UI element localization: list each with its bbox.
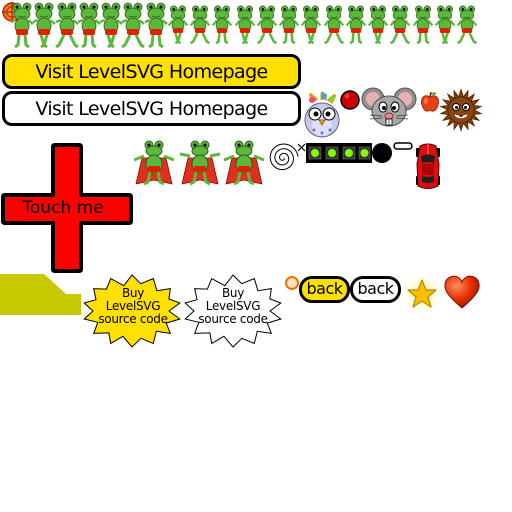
superhero-frog[interactable]	[222, 140, 266, 188]
frog-sprite-frame	[54, 2, 79, 49]
gold-star-icon[interactable]	[401, 273, 443, 315]
frog-sprite-frame	[301, 5, 322, 45]
back-button-white[interactable]: back	[350, 276, 401, 303]
close-x-icon[interactable]	[297, 143, 306, 152]
buy-source-yellow-label: Buy LevelSVG source code	[94, 287, 172, 326]
frog-sprite-frame	[212, 5, 233, 45]
buy-line-2: LevelSVG	[205, 299, 261, 313]
frog-sprite-frame	[278, 5, 300, 45]
frog-sprite-frame	[390, 5, 411, 45]
superhero-frog-group	[130, 140, 270, 190]
frog-sprite-frame	[412, 5, 433, 45]
spiral-icon[interactable]	[267, 142, 299, 174]
frog-sprite-frame	[367, 5, 389, 45]
visit-homepage-button-yellow[interactable]: Visit LevelSVG Homepage	[2, 54, 301, 89]
red-heart-icon[interactable]	[443, 274, 481, 310]
conveyor-belt[interactable]	[306, 142, 372, 164]
frog-sprite-frame	[167, 5, 188, 45]
frog-sprite-frame	[144, 2, 168, 49]
owl-monster[interactable]	[302, 91, 342, 140]
superhero-frog[interactable]	[178, 140, 222, 188]
visit-homepage-button-white[interactable]: Visit LevelSVG Homepage	[2, 91, 301, 126]
dash-icon[interactable]	[393, 142, 413, 150]
orange-ring-icon[interactable]	[284, 275, 300, 291]
frog-sprite-frame	[234, 5, 255, 45]
red-ball-icon[interactable]	[340, 90, 360, 110]
buy-line-2: LevelSVG	[105, 299, 161, 313]
buy-line-1: Buy	[121, 286, 145, 300]
frog-sprite-frame	[121, 2, 146, 49]
superhero-frog[interactable]	[132, 140, 176, 188]
buy-line-1: Buy	[221, 286, 245, 300]
mouse-monster[interactable]	[361, 87, 417, 131]
buy-line-3: source code	[98, 312, 168, 326]
buy-line-3: source code	[198, 312, 268, 326]
frog-sprite-frame	[10, 2, 34, 49]
frog-sprite-frame	[189, 5, 211, 45]
black-ball-icon[interactable]	[371, 142, 393, 164]
buy-source-yellow-burst[interactable]	[82, 274, 182, 348]
back-button-yellow[interactable]: back	[299, 276, 350, 303]
frog-sprite-frame	[345, 5, 366, 45]
olive-ramp[interactable]	[0, 274, 82, 316]
frog-sprite-frame	[99, 2, 123, 49]
frog-sprite-row	[0, 0, 512, 52]
red-car[interactable]	[414, 142, 442, 192]
frog-sprite-frame	[77, 2, 101, 49]
frog-sprite-frame	[32, 2, 57, 49]
frog-sprite-frame	[434, 5, 455, 45]
touch-me-label: Touch me	[22, 198, 104, 218]
frog-sprite-frame	[323, 5, 344, 45]
apple-icon[interactable]	[420, 91, 440, 113]
hedgehog-monster[interactable]	[439, 87, 483, 133]
touch-me-cross[interactable]	[1, 143, 133, 273]
buy-source-white-burst[interactable]	[183, 274, 283, 348]
frog-sprite-frame	[256, 5, 277, 45]
frog-sprite-frame	[456, 5, 478, 45]
buy-source-white-label: Buy LevelSVG source code	[194, 287, 272, 326]
